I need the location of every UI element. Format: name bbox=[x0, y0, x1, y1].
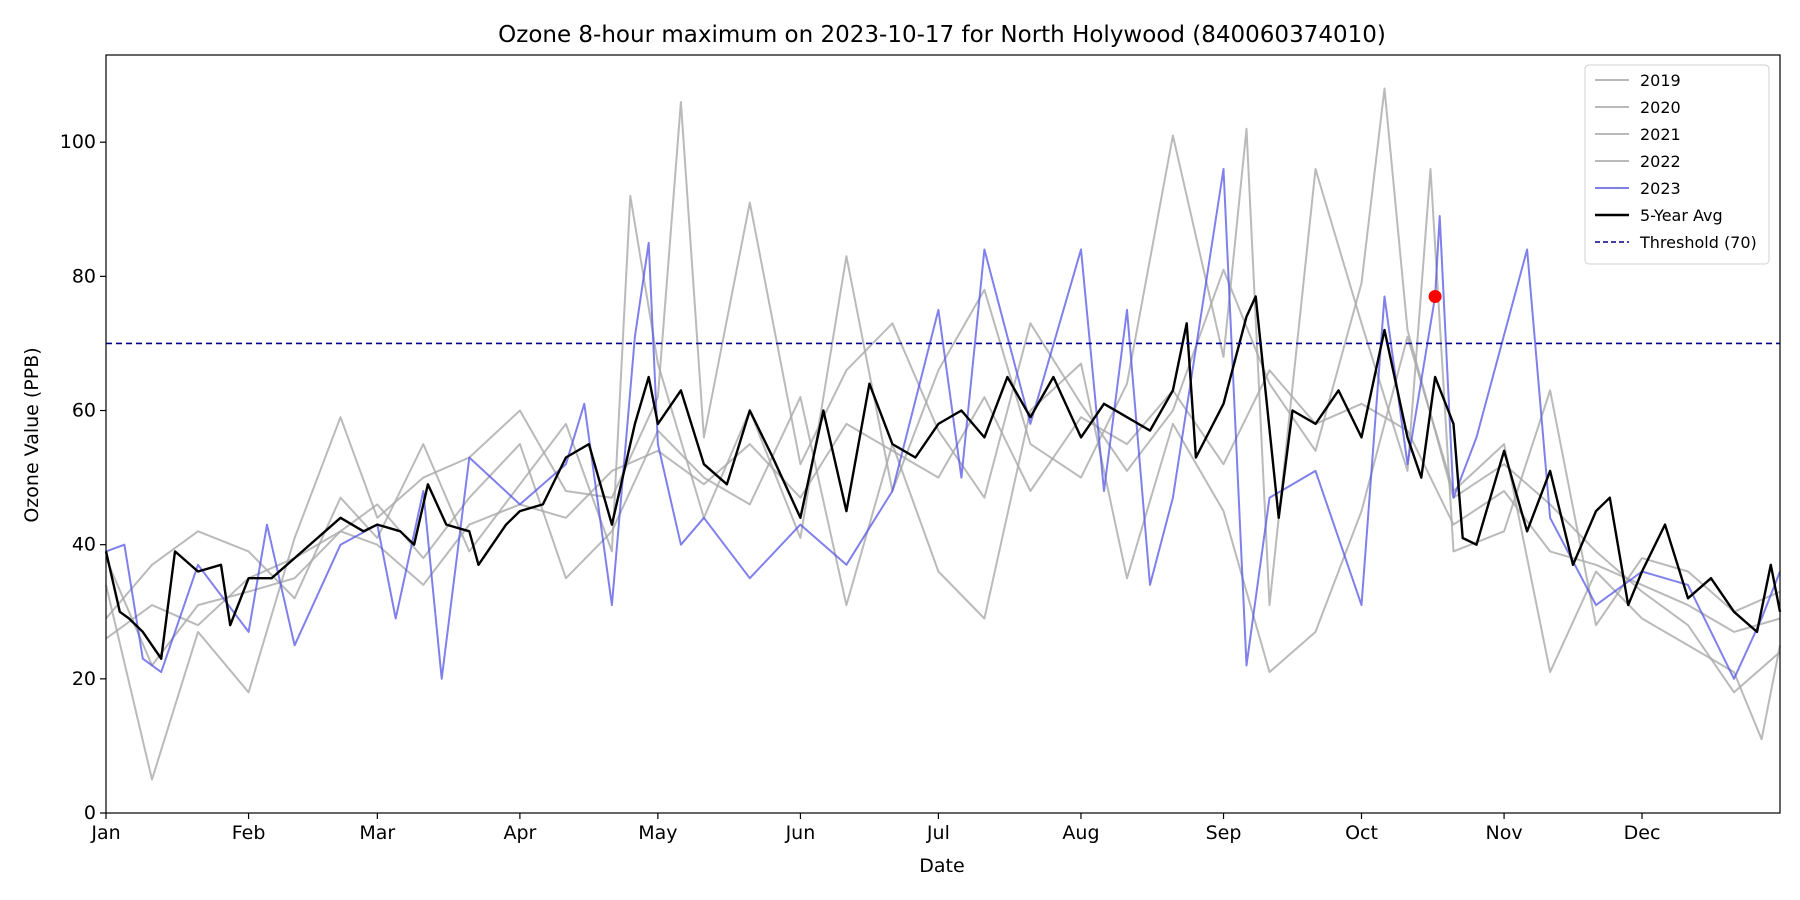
series-line-2019 bbox=[105, 369, 1781, 667]
y-tick-label: 20 bbox=[72, 668, 96, 690]
legend-label-2023: 2023 bbox=[1640, 179, 1681, 198]
x-tick-label: Nov bbox=[1486, 822, 1523, 844]
legend-label-5-year-avg: 5-Year Avg bbox=[1640, 206, 1723, 225]
x-tick-label: Jun bbox=[785, 822, 816, 844]
x-tick-label: Jul bbox=[926, 822, 950, 844]
y-tick-label: 40 bbox=[72, 534, 96, 556]
x-tick-label: Sep bbox=[1206, 822, 1242, 844]
x-tick-label: Mar bbox=[359, 822, 395, 844]
series-line-5-year-avg bbox=[104, 295, 1782, 660]
legend-box bbox=[1584, 64, 1770, 265]
y-tick-label: 0 bbox=[84, 802, 96, 824]
series-line-2021 bbox=[105, 127, 1781, 627]
x-tick-label: Jan bbox=[90, 822, 120, 844]
series-line-2020 bbox=[105, 87, 1781, 781]
x-tick-label: Dec bbox=[1624, 822, 1661, 844]
x-tick-label: Feb bbox=[232, 822, 266, 844]
x-axis-label: Date bbox=[919, 855, 964, 877]
legend-label-2021: 2021 bbox=[1640, 125, 1681, 144]
x-tick-label: May bbox=[638, 822, 677, 844]
legend-label-2022: 2022 bbox=[1640, 152, 1681, 171]
axes: 0 20 40 60 80 100 Jan Feb Mar Apr May Jun Jul Aug Sep O… bbox=[60, 54, 1781, 844]
plot-frame bbox=[105, 54, 1781, 814]
highlight-point bbox=[1428, 289, 1442, 303]
y-tick-label: 80 bbox=[72, 265, 96, 287]
legend-label-threshold-70: Threshold (70) bbox=[1639, 233, 1757, 252]
y-tick-label: 60 bbox=[72, 400, 96, 422]
plot-area bbox=[104, 87, 1782, 781]
x-tick-label: Aug bbox=[1062, 822, 1099, 844]
y-axis-label: Ozone Value (PPB) bbox=[21, 347, 43, 522]
x-tick-label: Oct bbox=[1345, 822, 1378, 844]
x-tick-label: Apr bbox=[503, 822, 536, 844]
y-tick-label: 100 bbox=[60, 131, 96, 153]
legend-label-2020: 2020 bbox=[1640, 98, 1681, 117]
chart-title: Ozone 8-hour maximum on 2023-10-17 for N… bbox=[498, 22, 1386, 48]
legend-label-2019: 2019 bbox=[1640, 71, 1681, 90]
legend: 2019 2020 2021 2022 2023 5-Year Avg Threshold … bbox=[1584, 64, 1770, 265]
series-line-2022 bbox=[105, 335, 1781, 741]
